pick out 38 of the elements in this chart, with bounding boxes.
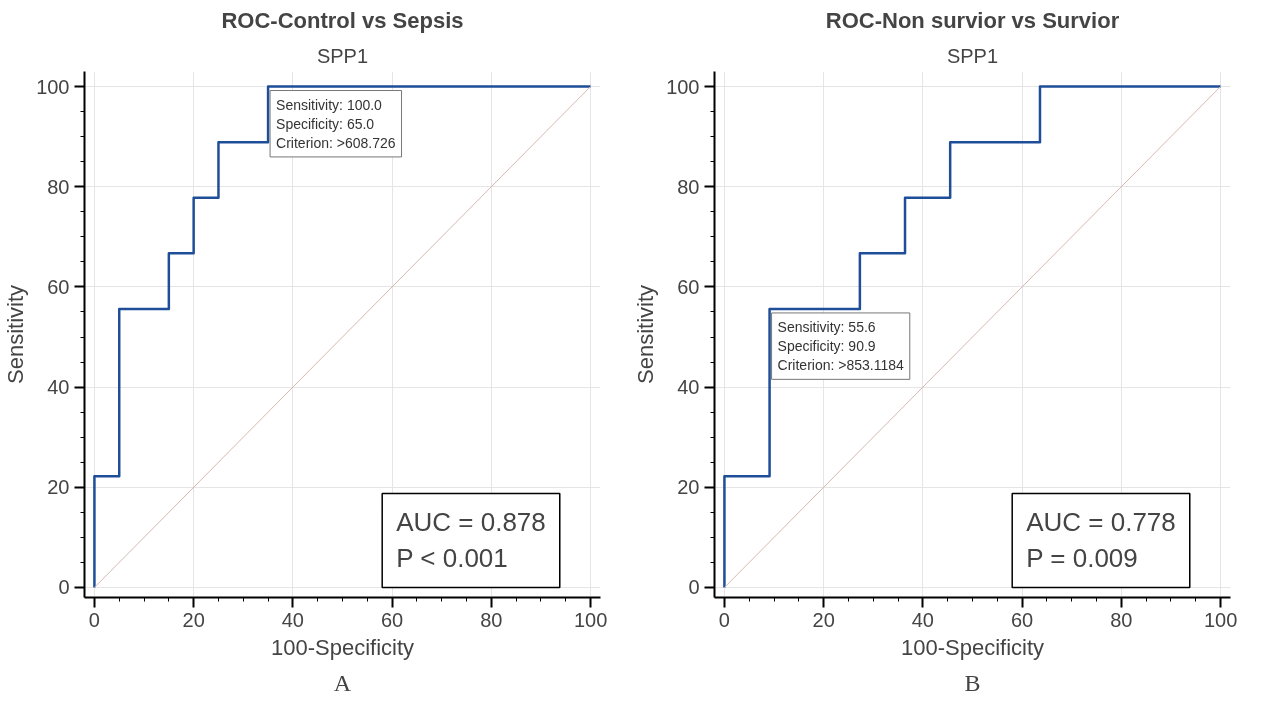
annotation: AUC = 0.878 P < 0.001 [396,507,546,574]
x-tick-label: 60 [1010,608,1034,631]
annotation: AUC = 0.778 P = 0.009 [1026,507,1176,574]
x-tick-label: 100 [1203,608,1238,631]
chart-title: ROC-Control vs Sepsis [221,7,464,33]
y-tick-label: 20 [677,476,700,499]
x-tick-label: 60 [380,608,404,631]
y-tick-label: 100 [666,75,700,98]
chart-title: ROC-Non survior vs Survior [825,7,1120,33]
x-axis-title: 100-Specificity [900,634,1045,660]
y-tick-label: 20 [47,476,70,499]
annotation: Sensitivity: 55.6 Specificity: 90.9 Criterion: >853.1184 [777,318,904,374]
y-tick-label: 80 [677,175,700,198]
chart-subtitle: SPP1 [946,44,999,67]
y-tick-label: 60 [47,275,70,298]
y-axis-title: Sensitivity [3,284,29,385]
y-tick-label: 60 [677,275,700,298]
chart-subtitle: SPP1 [316,44,369,67]
text: A [333,669,352,696]
x-tick-label: 20 [182,608,205,631]
x-tick-label: 40 [911,608,935,631]
x-tick-label: 20 [812,608,835,631]
x-tick-label: 0 [88,608,100,631]
y-tick-label: 100 [36,75,70,98]
x-tick-label: 100 [573,608,608,631]
y-tick-label: 0 [688,576,700,599]
y-tick-label: 80 [47,175,70,198]
y-tick-label: 0 [58,576,70,599]
x-tick-label: 80 [480,608,503,631]
x-axis-title: 100-Specificity [270,634,415,660]
y-tick-label: 40 [677,376,700,399]
x-tick-label: 80 [1110,608,1133,631]
text: B [964,669,981,696]
x-tick-label: 40 [281,608,305,631]
annotation: Sensitivity: 100.0 Specificity: 65.0 Criterion: >608.726 [276,96,396,151]
y-axis-title: Sensitivity [633,284,659,385]
x-tick-label: 0 [718,608,730,631]
y-tick-label: 40 [47,376,70,399]
